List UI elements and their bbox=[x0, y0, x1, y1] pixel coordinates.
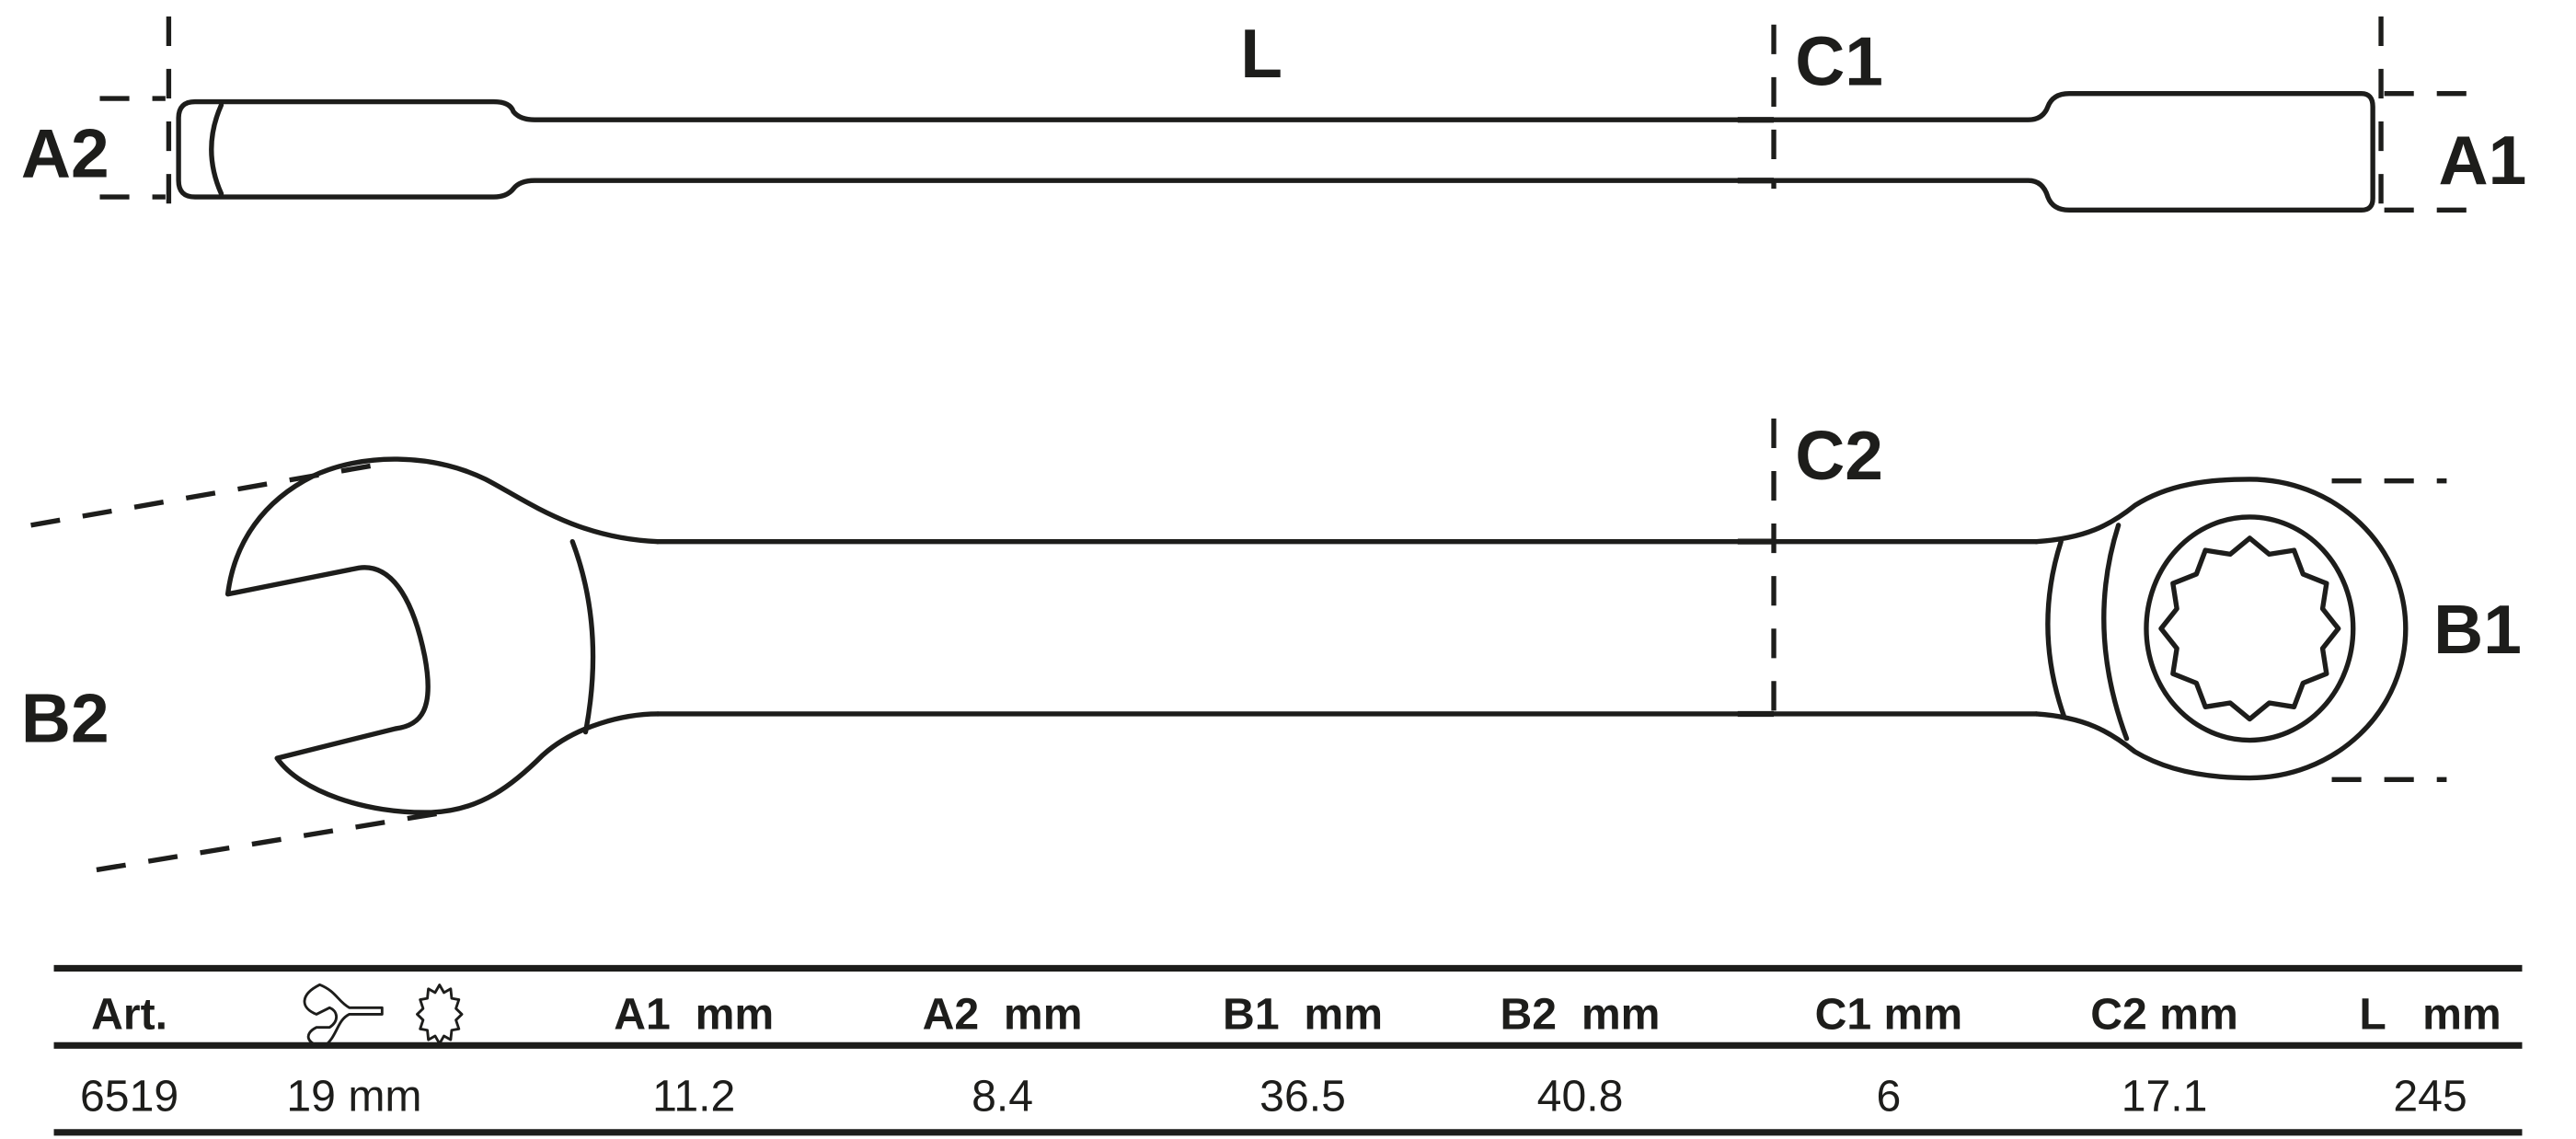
table-header-cell: L mm bbox=[2359, 989, 2501, 1039]
label-a1: A1 bbox=[2438, 121, 2526, 199]
table-cell: 6519 bbox=[80, 1072, 178, 1122]
table-header-cell: Art. bbox=[91, 989, 167, 1039]
table-cell: 8.4 bbox=[972, 1072, 1033, 1122]
table-cell: 40.8 bbox=[1537, 1072, 1624, 1122]
label-b2: B2 bbox=[21, 679, 109, 756]
twelve-point-ring-icon bbox=[416, 984, 464, 1045]
table-header-row: Art. A1 mm A2 mm B1 mm B2 mm C1 mm C2 mm L mm bbox=[91, 989, 2501, 1039]
table-body: 6519 19 mm 11.2 8.4 36.5 40.8 6 17.1 245 bbox=[80, 1072, 2467, 1122]
side-view-ring-edge bbox=[209, 102, 224, 197]
table-cell: 6 bbox=[1876, 1072, 1901, 1122]
ring-head bbox=[2033, 477, 2409, 781]
ring-band-2 bbox=[2101, 523, 2130, 742]
table-header-cell: A2 mm bbox=[923, 989, 1083, 1039]
table-header-cell: B2 mm bbox=[1501, 989, 1661, 1039]
label-l: L bbox=[1240, 15, 1282, 92]
side-view: L C1 A2 A1 bbox=[21, 15, 2526, 213]
dim-b2-top bbox=[30, 462, 380, 528]
table-header-cell: A1 mm bbox=[614, 989, 774, 1039]
header-icons bbox=[303, 983, 464, 1049]
side-view-outline bbox=[176, 91, 2375, 213]
table-cell: 19 mm bbox=[286, 1072, 421, 1122]
label-c1: C1 bbox=[1795, 23, 1883, 100]
open-end-wrench-icon bbox=[303, 983, 384, 1049]
table-cell: 36.5 bbox=[1259, 1072, 1346, 1122]
table-header-cell: C2 mm bbox=[2090, 989, 2238, 1039]
label-b1: B1 bbox=[2433, 591, 2522, 668]
ring-band-1 bbox=[2045, 538, 2067, 720]
table-header-cell: C1 mm bbox=[1815, 989, 1963, 1039]
dim-b2-bottom bbox=[96, 810, 445, 873]
table-cell: 17.1 bbox=[2122, 1072, 2208, 1122]
table-cell: 245 bbox=[2393, 1072, 2467, 1122]
table-header-cell: B1 mm bbox=[1223, 989, 1383, 1039]
label-a2: A2 bbox=[21, 115, 109, 192]
table-row: 6519 19 mm 11.2 8.4 36.5 40.8 6 17.1 245 bbox=[80, 1072, 2467, 1122]
top-view: C2 B1 B2 bbox=[21, 417, 2522, 873]
label-c2: C2 bbox=[1795, 417, 1883, 494]
ring-inner-circle bbox=[2144, 514, 2356, 743]
twelve-point-opening bbox=[2158, 535, 2341, 722]
spec-table: Art. A1 mm A2 mm B1 mm B2 mm C1 mm C2 mm L mm 6… bbox=[53, 964, 2523, 1136]
open-end-band bbox=[569, 538, 596, 735]
open-end-head bbox=[224, 456, 661, 815]
table-cell: 11.2 bbox=[652, 1072, 735, 1122]
